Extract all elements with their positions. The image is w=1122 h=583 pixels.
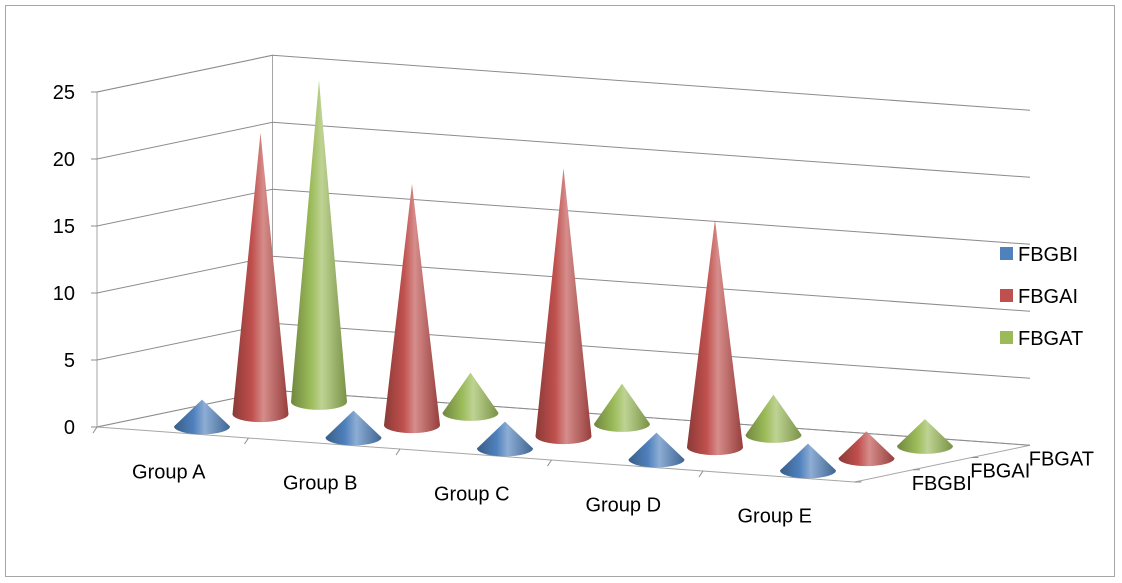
cone-fbgat-group-e (897, 419, 953, 454)
y-axis: 0 5 10 15 20 25 (53, 82, 97, 439)
x-tick-label: Group D (585, 495, 661, 517)
cone-fbgbi-group-d (628, 432, 685, 468)
cone-fbgai-group-a (232, 132, 289, 423)
x-tick-mark (547, 459, 552, 467)
y-tick-label: 10 (53, 283, 75, 305)
cone-fbgat-group-d (745, 394, 802, 443)
legend-swatch-fbgbi (1000, 247, 1013, 260)
x-tick-mark (244, 437, 249, 445)
gridline (96, 121, 1031, 178)
series-axis-label: FBGAI (970, 461, 1030, 483)
legend-swatch-fbgat (1000, 331, 1013, 344)
x-tick-label: Group C (434, 484, 510, 506)
gridline (96, 188, 1031, 245)
cone-fbgbi-group-a (174, 399, 230, 435)
legend-label-fbgbi: FBGBI (1018, 244, 1078, 266)
x-tick-mark (92, 426, 98, 434)
x-tick-mark (698, 470, 704, 478)
gridline (96, 54, 1031, 111)
cone-fbgat-group-a (291, 80, 347, 410)
cone-fbgai-group-b (384, 183, 440, 434)
cone-fbgbi-group-e (780, 443, 836, 479)
cone-fbgai-group-c (535, 168, 592, 445)
legend-label-fbgat: FBGAT (1018, 328, 1083, 350)
legend-label-fbgai: FBGAI (1018, 286, 1078, 308)
y-tick-label: 20 (53, 149, 75, 171)
x-axis: Group A Group B Group C Group D Group E (92, 426, 812, 528)
cone-fbgai-group-d (687, 219, 743, 456)
cone-fbgbi-group-b (325, 410, 382, 446)
y-tick-label: 15 (53, 216, 75, 238)
legend-swatch-fbgai (1000, 289, 1013, 302)
x-tick-label: Group A (132, 462, 206, 484)
series-axis-label: FBGBI (912, 473, 972, 495)
series-axis-label: FBGAT (1029, 448, 1094, 470)
plot-area (174, 80, 953, 479)
y-tick-label: 0 (64, 417, 75, 439)
cone-fbgbi-group-c (477, 421, 533, 457)
y-tick-label: 25 (53, 82, 75, 104)
cone-fbgai-group-e (838, 431, 895, 467)
x-tick-mark (395, 448, 401, 456)
y-tick-label: 5 (64, 350, 75, 372)
x-tick-label: Group B (283, 473, 357, 495)
legend: FBGBI FBGAI FBGAT (1000, 244, 1083, 350)
x-tick-label: Group E (738, 506, 812, 528)
cone-fbgat-group-c (594, 383, 650, 432)
cone-fbgat-group-b (442, 372, 499, 421)
